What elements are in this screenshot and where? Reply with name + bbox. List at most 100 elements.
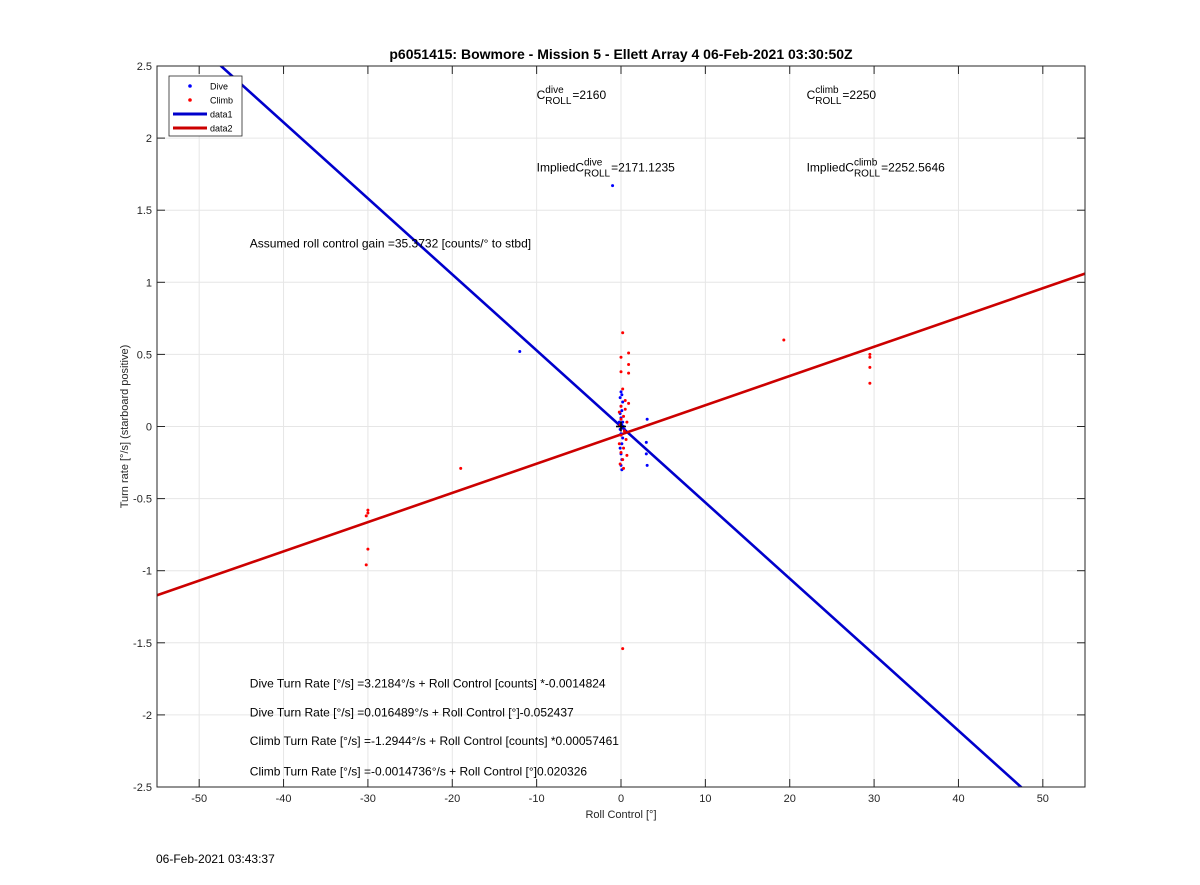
data-point-dive (620, 393, 624, 397)
y-tick-label: -2 (142, 710, 152, 722)
annotation-eq1: Dive Turn Rate [°/s] =3.2184°/s + Roll C… (250, 677, 606, 691)
legend-marker-climb (188, 98, 192, 102)
data-point-climb (627, 362, 631, 366)
data-point-climb (627, 371, 631, 375)
data-point-climb (459, 466, 463, 470)
x-tick-label: 40 (952, 793, 964, 805)
y-tick-label: 1 (146, 277, 152, 289)
x-tick-label: 50 (1037, 793, 1049, 805)
y-tick-label: 1.5 (137, 205, 152, 217)
data-point-climb (868, 381, 872, 385)
data-point-climb (868, 352, 872, 356)
legend: Dive Climb data1 data2 (168, 75, 243, 137)
annotation-eq3: Climb Turn Rate [°/s] =-1.2944°/s + Roll… (250, 734, 619, 748)
annotation-value: =2252.5646 (881, 160, 945, 174)
footer-timestamp: 06-Feb-2021 03:43:37 (156, 852, 275, 866)
data-point-dive (620, 409, 624, 413)
legend-label-data2: data2 (210, 124, 233, 134)
x-tick-label: -50 (191, 793, 207, 805)
legend-marker-dive (188, 84, 192, 88)
data-point-climb (617, 410, 621, 414)
annotation-prefix: Implied (537, 160, 576, 174)
y-axis-label: Turn rate [°/s] (starboard positive) (119, 345, 131, 509)
y-tick-label: -1 (142, 566, 152, 578)
annotation-value: =2171.1235 (611, 160, 675, 174)
data-point-dive (618, 446, 622, 450)
data-point-climb (366, 547, 370, 551)
legend-label-dive: Dive (210, 82, 228, 92)
data-point-climb (621, 458, 625, 462)
y-tick-label: -1.5 (133, 638, 152, 650)
annotation-subscript: ROLL (584, 168, 611, 179)
annotation-subscript: ROLL (815, 96, 842, 107)
x-tick-label: -30 (360, 793, 376, 805)
data-point-dive (621, 400, 625, 404)
y-tick-label: -2.5 (133, 782, 152, 794)
annotation-superscript: climb (815, 85, 839, 96)
data-point-climb (619, 370, 623, 374)
data-point-dive (518, 350, 522, 354)
y-tick-label: 2 (146, 133, 152, 145)
data-point-climb (364, 514, 368, 518)
data-point-climb (627, 351, 631, 355)
data-point-climb (621, 331, 625, 335)
data-point-climb (624, 437, 628, 441)
data-point-climb (868, 355, 872, 359)
annotation-superscript: dive (584, 157, 603, 168)
legend-label-data1: data1 (210, 110, 233, 120)
data-point-climb (622, 446, 626, 450)
data-point-climb (619, 355, 623, 359)
data-point-dive (617, 420, 621, 424)
y-tick-label: 0.5 (137, 349, 152, 361)
data-point-climb (618, 462, 622, 466)
data-point-dive (620, 442, 624, 446)
x-tick-label: -40 (276, 793, 292, 805)
annotation-symbol: C (575, 160, 584, 174)
data-point-dive (644, 452, 648, 456)
data-point-climb (619, 450, 623, 454)
y-tick-label: 2.5 (137, 61, 152, 73)
y-tick-label: -0.5 (133, 494, 152, 506)
x-axis-label: Roll Control [°] (585, 809, 656, 821)
x-tick-label: 10 (699, 793, 711, 805)
plot-layer (157, 66, 1085, 787)
data-point-climb (623, 407, 627, 411)
annotation-eq2: Dive Turn Rate [°/s] =0.016489°/s + Roll… (250, 705, 574, 719)
data-point-climb (619, 433, 623, 437)
annotation-superscript: dive (545, 85, 564, 96)
data-point-climb (617, 442, 621, 446)
data-point-climb (366, 511, 370, 515)
data-point-climb (627, 401, 631, 405)
data-point-dive (645, 463, 649, 467)
data-point-climb (868, 365, 872, 369)
data-point-climb (623, 399, 627, 403)
y-tick-label: 0 (146, 422, 152, 434)
data-point-climb (625, 420, 629, 424)
annotation-symbol: C (807, 88, 816, 102)
annotation-subscript: ROLL (854, 168, 881, 179)
annotation-value: =2160 (572, 88, 606, 102)
data-point-dive (611, 184, 615, 188)
annotation-superscript: climb (854, 157, 878, 168)
data-point-climb (619, 417, 623, 421)
annotation-eq4: Climb Turn Rate [°/s] =-0.0014736°/s + R… (250, 764, 588, 778)
annotation-prefix: Implied (807, 160, 846, 174)
annotation-subscript: ROLL (545, 96, 572, 107)
x-tick-label: 30 (868, 793, 880, 805)
data-point-climb (782, 338, 786, 342)
annotation-symbol: C (845, 160, 854, 174)
data-point-dive (621, 420, 625, 424)
annotation-value: =2250 (842, 88, 876, 102)
annotation-symbol: C (537, 88, 546, 102)
x-tick-label: -10 (529, 793, 545, 805)
data-point-climb (619, 404, 623, 408)
data-point-climb (621, 387, 625, 391)
data-point-climb (621, 647, 625, 651)
x-tick-label: -20 (444, 793, 460, 805)
